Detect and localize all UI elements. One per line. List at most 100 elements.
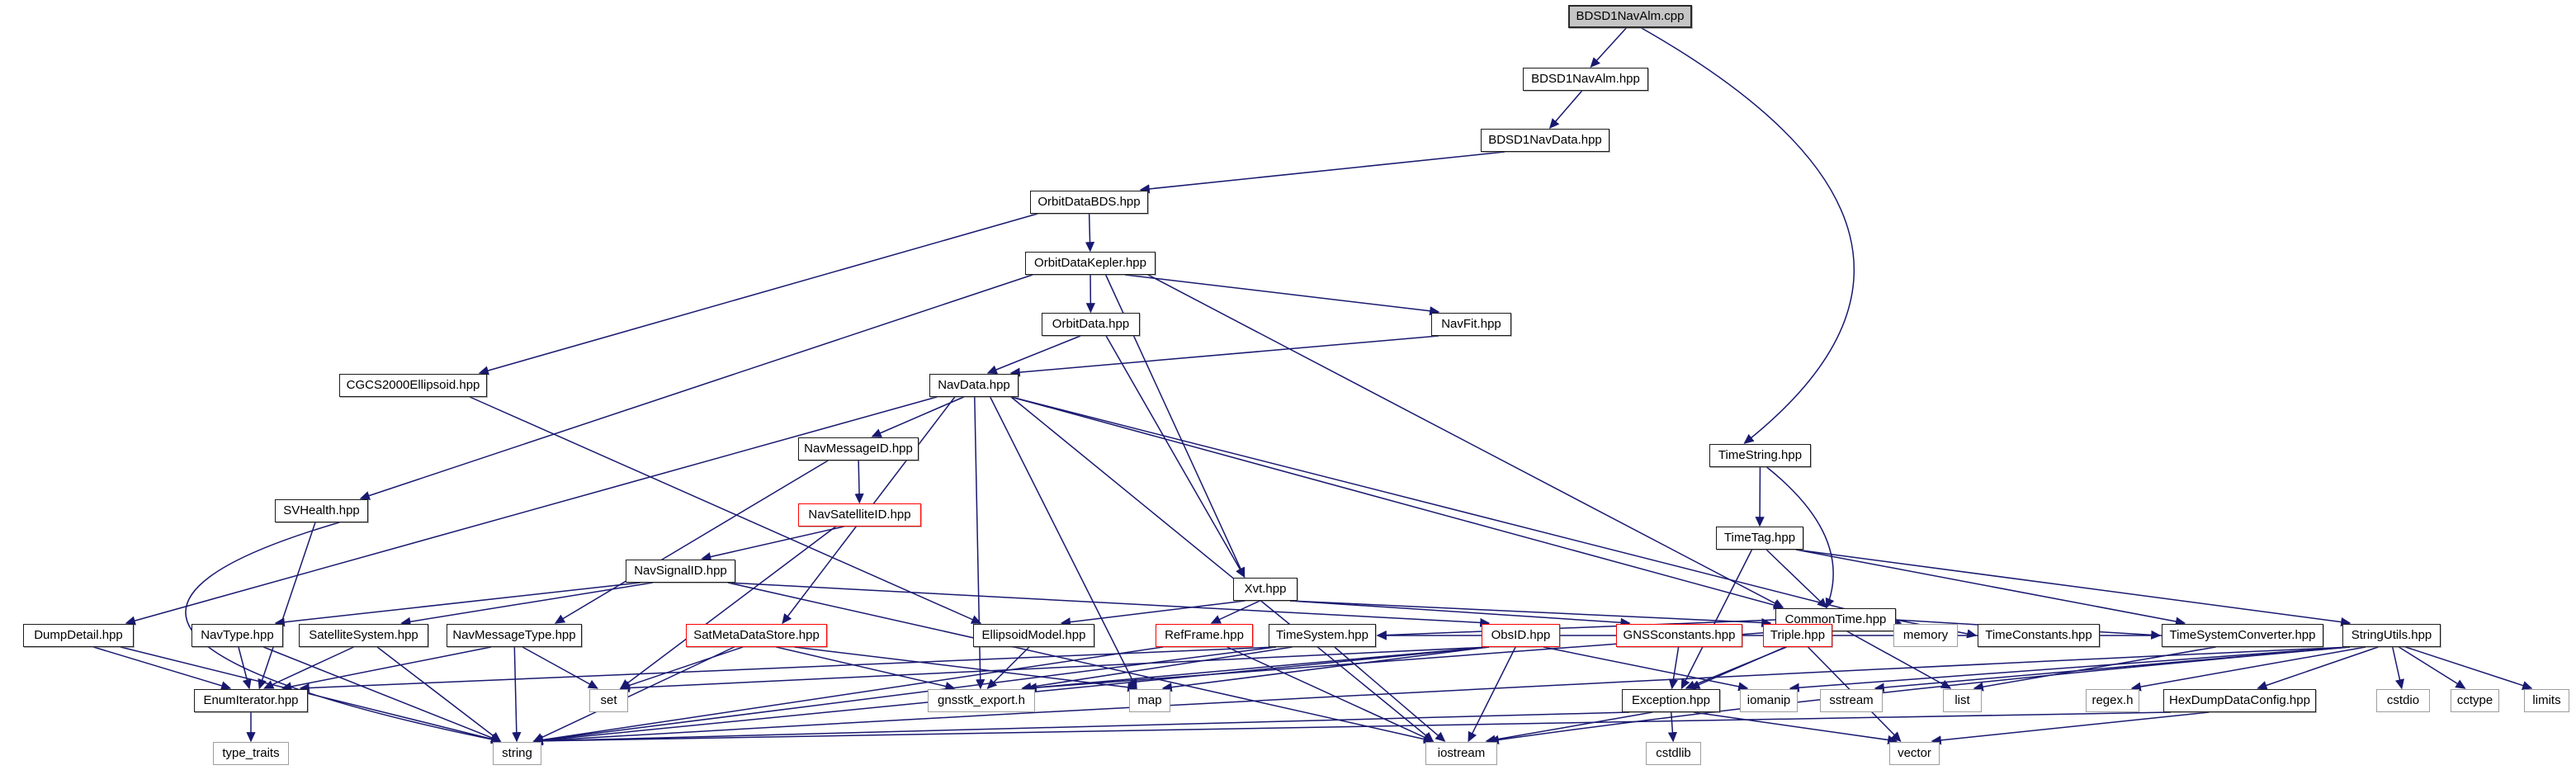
include-edge-refframe-to-iostream (1227, 646, 1435, 742)
graph-node-satellitesystem[interactable]: SatelliteSystem.hpp (299, 624, 428, 647)
include-edge-navsatelliteid-to-set (619, 526, 837, 689)
include-edge-satellitesystem-to-enumiterator (263, 646, 354, 689)
graph-node-xvt[interactable]: Xvt.hpp (1233, 578, 1297, 601)
graph-node-enumiterator[interactable]: EnumIterator.hpp (194, 689, 308, 712)
graph-node-stringutils[interactable]: StringUtils.hpp (2342, 624, 2441, 647)
graph-node-gnssconstants[interactable]: GNSSconstants.hpp (1616, 624, 1742, 647)
include-edge-orbitdatabds-to-orbitdatakepler (1085, 213, 1095, 253)
include-edge-satmetadatastore-to-set (619, 646, 744, 690)
include-edge-satmetadatastore-to-gnsstk_export (776, 646, 956, 692)
graph-node-navfit[interactable]: NavFit.hpp (1431, 313, 1511, 336)
include-edge-bdsd1navdata_hpp-to-orbitdatabds (1139, 151, 1505, 194)
graph-node-map[interactable]: map (1129, 689, 1170, 712)
include-edge-navmessagetype-to-enumiterator (281, 646, 492, 692)
include-edge-obsid-to-set (619, 646, 1490, 693)
graph-node-satmetadatastore[interactable]: SatMetaDataStore.hpp (686, 624, 827, 647)
graph-node-timesystemconverter[interactable]: TimeSystemConverter.hpp (2162, 624, 2323, 647)
graph-node-bdsd1navalm_cpp[interactable]: BDSD1NavAlm.cpp (1568, 5, 1692, 28)
graph-node-orbitdatabds[interactable]: OrbitDataBDS.hpp (1030, 191, 1148, 214)
graph-node-bdsd1navalm_hpp[interactable]: BDSD1NavAlm.hpp (1523, 68, 1648, 91)
graph-node-navmessageid[interactable]: NavMessageID.hpp (798, 437, 919, 461)
include-edge-obsid-to-iostream (1468, 646, 1516, 743)
graph-node-memory[interactable]: memory (1893, 624, 1958, 647)
graph-node-set[interactable]: set (589, 689, 628, 712)
include-edge-dumpdetail-to-string (120, 646, 502, 744)
include-edge-gnssconstants-to-exception (1668, 646, 1680, 690)
graph-node-iostream[interactable]: iostream (1425, 742, 1497, 765)
graph-node-string[interactable]: string (493, 742, 541, 765)
graph-node-navsatelliteid[interactable]: NavSatelliteID.hpp (798, 503, 921, 527)
include-edge-orbitdatakepler-to-navfit (1125, 274, 1440, 316)
graph-node-navmessagetype[interactable]: NavMessageType.hpp (447, 624, 582, 647)
include-edge-ellipsoidmodel-to-gnsstk_export (986, 646, 1030, 689)
graph-node-timetag[interactable]: TimeTag.hpp (1716, 527, 1803, 550)
include-edge-orbitdata-to-navdata (986, 335, 1081, 375)
graph-node-vector[interactable]: vector (1889, 742, 1940, 765)
graph-node-list[interactable]: list (1943, 689, 1982, 712)
graph-node-timestring[interactable]: TimeString.hpp (1709, 444, 1811, 467)
include-edge-exception-to-iostream (1485, 711, 1653, 744)
include-edge-navfit-to-navdata (1009, 335, 1439, 377)
graph-node-sstream[interactable]: sstream (1820, 689, 1883, 712)
include-edge-satmetadatastore-to-string (532, 646, 735, 742)
graph-node-exception[interactable]: Exception.hpp (1622, 689, 1720, 712)
include-edge-exception-to-vector (1693, 711, 1898, 745)
include-edge-stringutils-to-sstream (1874, 646, 2351, 692)
include-edge-navdata-to-navmessageid (871, 396, 964, 437)
include-edge-satellitesystem-to-string (376, 646, 502, 742)
graph-node-limits[interactable]: limits (2524, 689, 2569, 712)
graph-node-navdata[interactable]: NavData.hpp (929, 374, 1019, 397)
include-edge-stringutils-to-hexdumpdataconfig (2257, 646, 2379, 690)
graph-node-regex_h[interactable]: regex.h (2086, 689, 2139, 712)
include-edge-svhealth-to-enumiterator (258, 522, 316, 690)
graph-node-iomanip[interactable]: iomanip (1740, 689, 1798, 712)
include-edge-navsignalid-to-satellitesystem (400, 582, 653, 626)
graph-node-cctype[interactable]: cctype (2451, 689, 2499, 712)
graph-node-type_traits[interactable]: type_traits (213, 742, 289, 765)
include-edge-navdata-to-iostream (1010, 396, 1435, 742)
include-edge-navsignalid-to-iostream (727, 582, 1435, 744)
include-edge-navmessageid-to-navmessagetype (554, 460, 829, 624)
include-edge-satmetadatastore-to-map (794, 646, 1138, 692)
include-edge-xvt-to-ellipsoidmodel (1060, 600, 1245, 627)
include-edge-dumpdetail-to-enumiterator (93, 646, 232, 691)
include-edge-navsignalid-to-navtype (274, 582, 640, 627)
graph-node-orbitdata[interactable]: OrbitData.hpp (1042, 313, 1140, 336)
include-edge-navmessagetype-to-set (522, 646, 598, 689)
graph-node-ellipsoidmodel[interactable]: EllipsoidModel.hpp (973, 624, 1094, 647)
include-edge-obsid-to-gnsstk_export (1026, 646, 1490, 692)
graph-node-cgcs2000ellipsoid[interactable]: CGCS2000Ellipsoid.hpp (339, 374, 487, 397)
include-edge-triple-to-exception (1685, 646, 1787, 690)
graph-node-svhealth[interactable]: SVHealth.hpp (275, 499, 368, 522)
include-edge-bdsd1navalm_cpp-to-bdsd1navalm_hpp (1590, 27, 1627, 68)
graph-node-orbitdatakepler[interactable]: OrbitDataKepler.hpp (1025, 252, 1156, 275)
graph-node-cstdlib[interactable]: cstdlib (1646, 742, 1701, 765)
graph-node-timeconstants[interactable]: TimeConstants.hpp (1978, 624, 2100, 647)
include-edge-orbitdata-to-xvt (1105, 335, 1245, 579)
graph-node-hexdumpdataconfig[interactable]: HexDumpDataConfig.hpp (2163, 689, 2316, 712)
include-edge-stringutils-to-limits (2405, 646, 2533, 690)
graph-node-navtype[interactable]: NavType.hpp (191, 624, 283, 647)
graph-node-cstdio[interactable]: cstdio (2376, 689, 2430, 712)
graph-node-obsid[interactable]: ObsID.hpp (1482, 624, 1560, 647)
include-edge-navdata-to-commontime (1010, 396, 1784, 610)
graph-node-navsignalid[interactable]: NavSignalID.hpp (626, 560, 735, 583)
include-edge-timesystem-to-iostream (1334, 646, 1446, 742)
include-edge-navsatelliteid-to-navsignalid (701, 526, 844, 562)
include-edge-obsid-to-iomanip (1543, 646, 1749, 692)
include-edge-xvt-to-triple (1289, 600, 1772, 628)
include-edge-navmessagetype-to-string (512, 646, 522, 743)
include-edge-xvt-to-gnssconstants (1289, 600, 1631, 627)
include-edge-stringutils-to-iomanip (1789, 646, 2351, 692)
graph-node-bdsd1navdata_hpp[interactable]: BDSD1NavData.hpp (1481, 129, 1609, 152)
graph-node-gnsstk_export[interactable]: gnsstk_export.h (928, 689, 1035, 712)
include-edge-stringutils-to-cstdio (2391, 646, 2404, 690)
graph-node-timesystem[interactable]: TimeSystem.hpp (1269, 624, 1376, 647)
graph-node-dumpdetail[interactable]: DumpDetail.hpp (23, 624, 134, 647)
graph-node-refframe[interactable]: RefFrame.hpp (1156, 624, 1253, 647)
include-edge-refframe-to-string (532, 646, 1164, 744)
include-edge-timetag-to-exception (1680, 549, 1753, 690)
include-edge-timesystem-to-enumiterator (299, 646, 1277, 693)
graph-node-triple[interactable]: Triple.hpp (1763, 624, 1832, 647)
